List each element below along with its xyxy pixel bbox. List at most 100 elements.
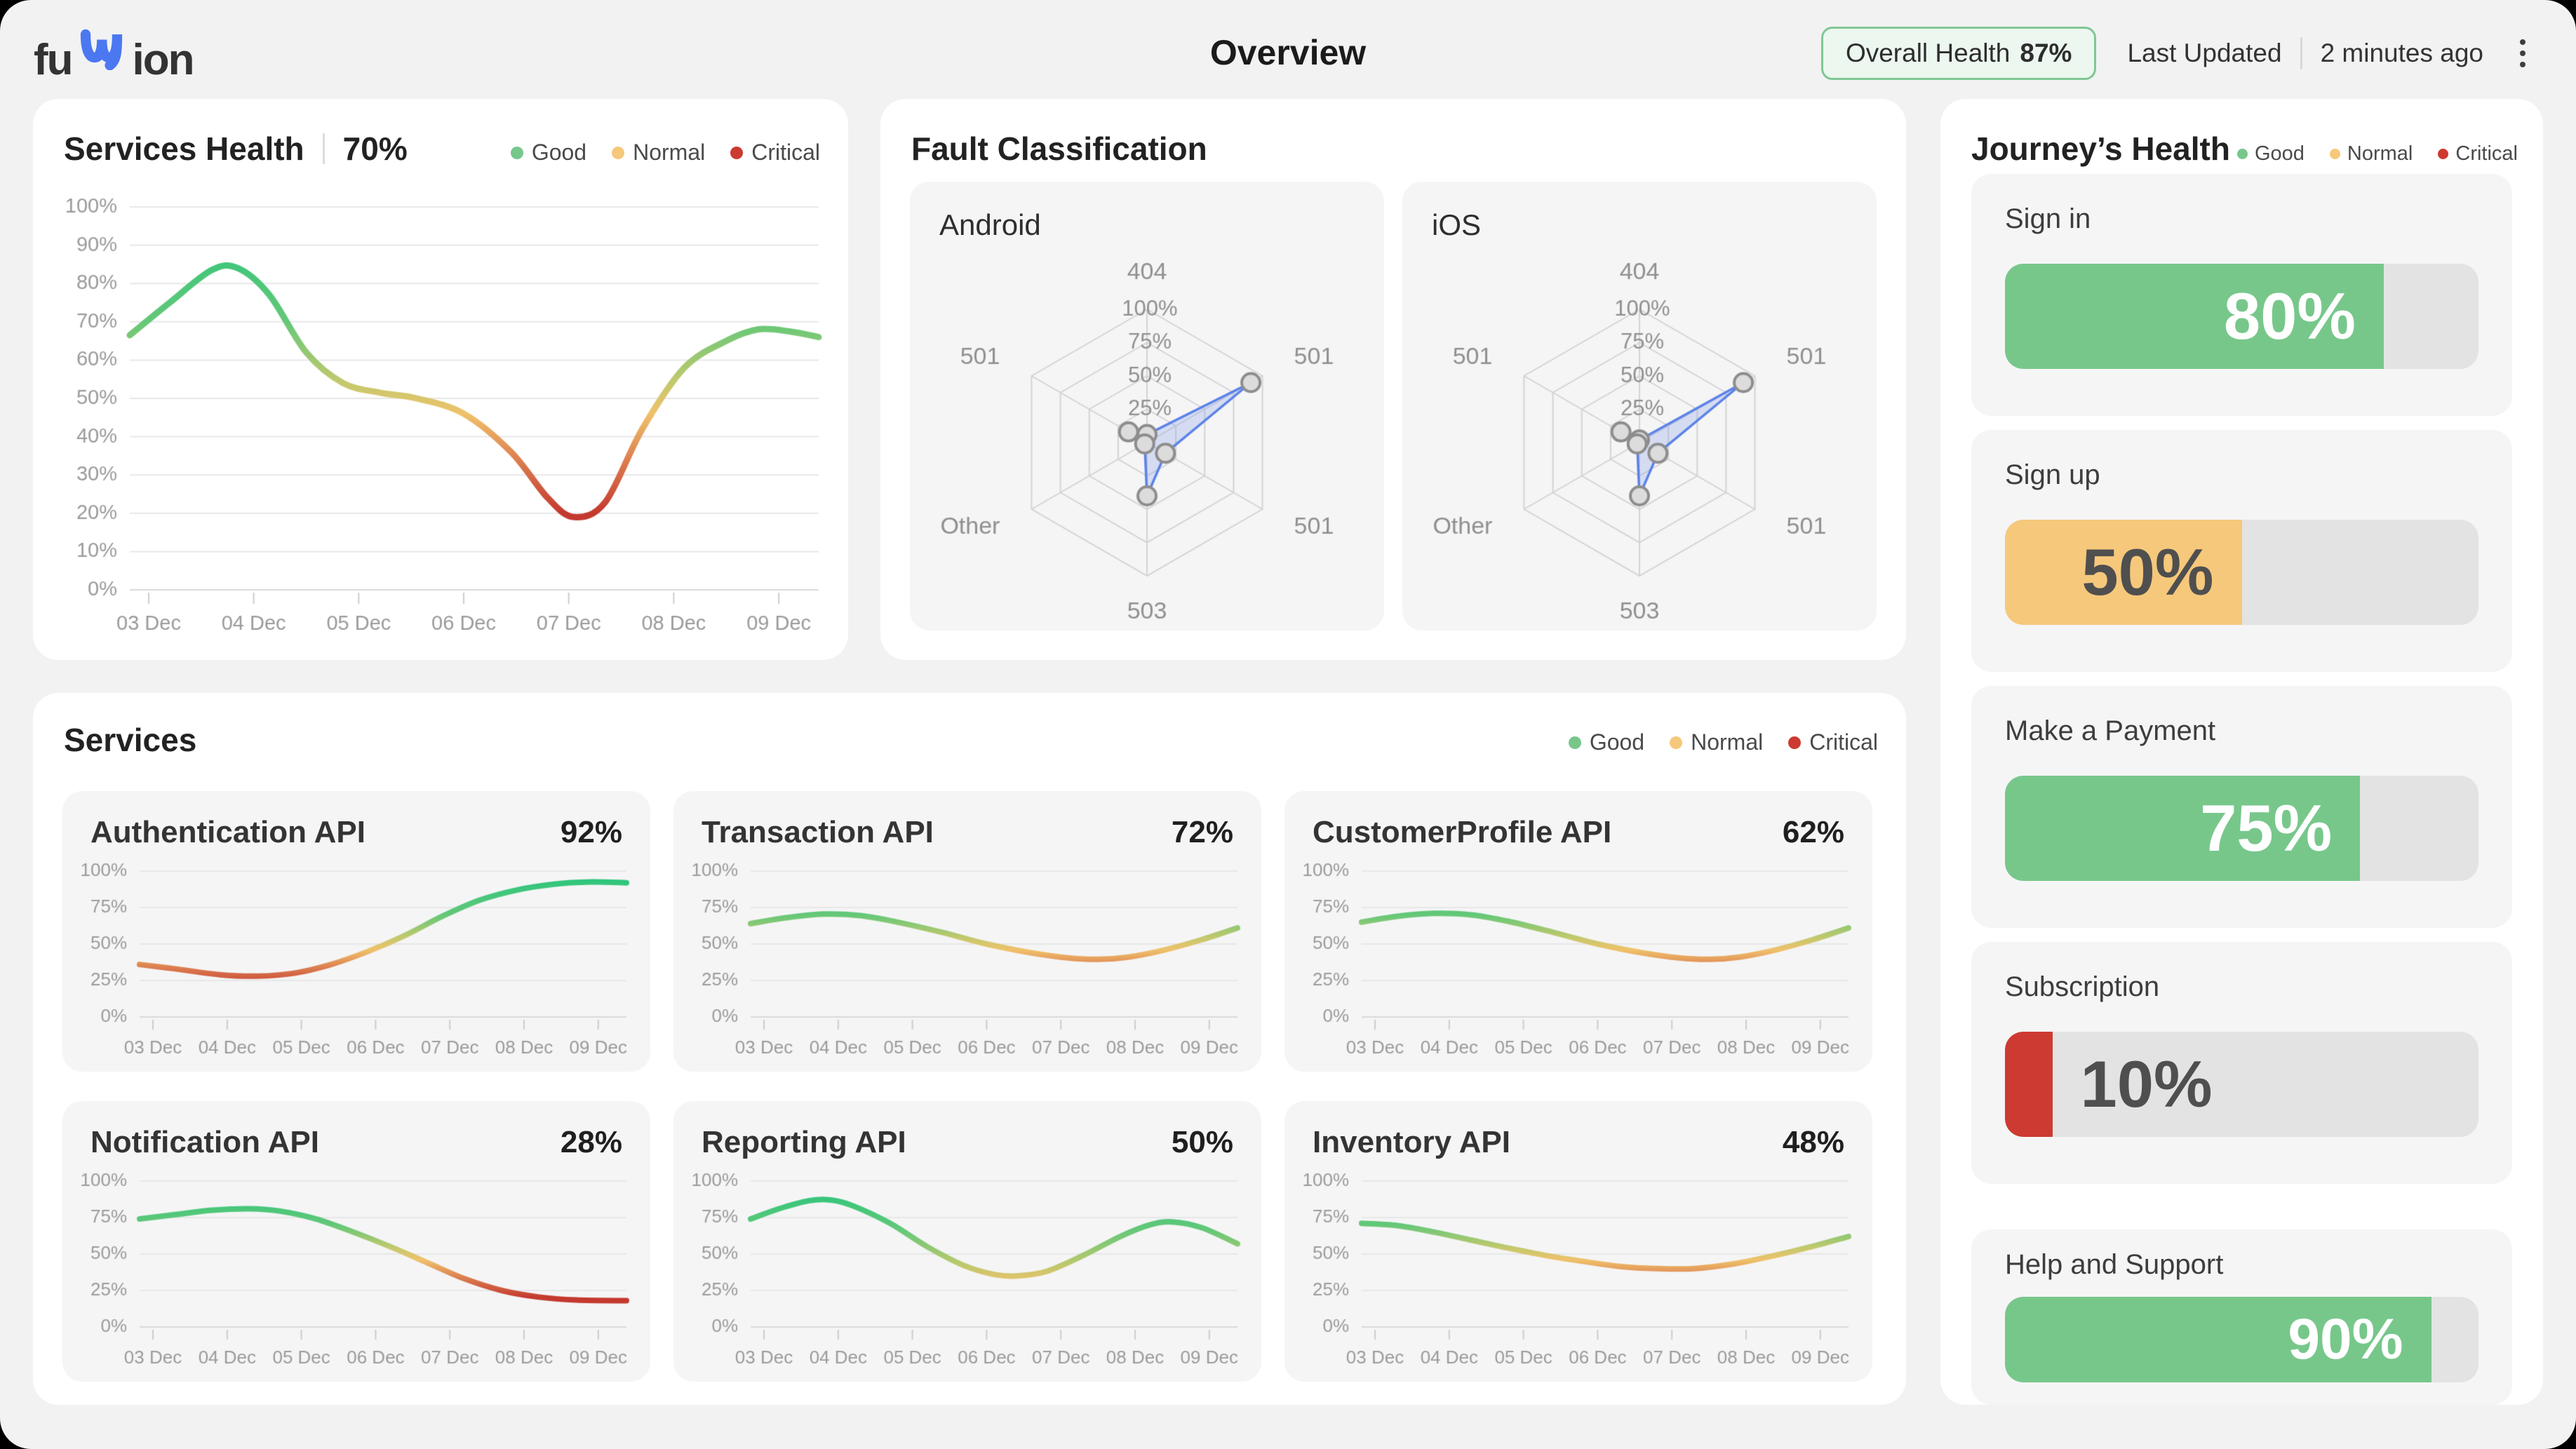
legend-normal: Normal (612, 140, 705, 166)
service-chart (683, 860, 1250, 1063)
more-options-icon[interactable] (2514, 34, 2531, 73)
ios-radar-chart (1402, 246, 1877, 631)
good-dot-icon (1568, 736, 1581, 749)
services-health-title: Services Health 70% (64, 130, 408, 167)
legend-good: Good (2236, 142, 2305, 166)
page-title: Overview (1209, 33, 1367, 72)
service-chart (1294, 1170, 1861, 1373)
progress-value: 50% (2081, 535, 2214, 609)
journey-label: Sign in (2005, 203, 2091, 234)
progress-fill (2005, 264, 2384, 369)
service-value: 48% (1782, 1125, 1844, 1159)
progress-fill (2005, 776, 2361, 881)
services-title: Services (64, 722, 197, 758)
overall-health-value: 87% (2020, 39, 2072, 67)
progress-value: 80% (2223, 279, 2356, 353)
service-name: Notification API (90, 1125, 319, 1159)
progress-value: 75% (2200, 791, 2333, 865)
logo-text-prefix: fu (34, 36, 74, 84)
journey-label: Sign up (2005, 459, 2100, 490)
fault-classification-title: Fault Classification (911, 130, 1207, 167)
android-card-title: Android (939, 208, 1041, 241)
android-radar-chart (910, 246, 1384, 631)
journey-card-make-a-payment: Make a Payment 75% (1971, 686, 2512, 928)
service-chart (1294, 860, 1861, 1063)
ios-fault-card: iOS (1402, 182, 1877, 631)
journeys-health-title: Journey’s Health (1971, 130, 2230, 167)
journey-card-sign-up: Sign up 50% (1971, 430, 2512, 672)
progress-value: 90% (2288, 1307, 2403, 1371)
service-name: CustomerProfile API (1313, 815, 1612, 849)
progress-value: 10% (2080, 1047, 2213, 1121)
service-chart (72, 860, 639, 1063)
service-name: Inventory API (1313, 1125, 1510, 1159)
critical-dot-icon (2438, 149, 2449, 159)
normal-dot-icon (612, 146, 625, 159)
service-name: Transaction API (702, 815, 934, 849)
service-card-authentication-api: Authentication API 92% (62, 791, 650, 1072)
logo-wave-icon (74, 28, 131, 85)
app-logo[interactable]: fu ion (34, 28, 195, 85)
legend: Good Normal Critical (1568, 729, 1878, 755)
legend-good: Good (1568, 729, 1644, 755)
divider (322, 133, 325, 164)
normal-dot-icon (1670, 736, 1683, 749)
progress-track: 50% (2005, 520, 2478, 625)
progress-fill (2005, 1297, 2431, 1382)
services-health-chart (51, 189, 830, 649)
journey-label: Help and Support (2005, 1249, 2224, 1280)
fault-classification-panel: Fault Classification Android iOS (880, 99, 1906, 660)
header-actions: Overall Health 87% Last Updated 2 minute… (1820, 27, 2531, 80)
progress-track: 80% (2005, 264, 2478, 369)
service-card-inventory-api: Inventory API 48% (1284, 1101, 1872, 1382)
progress-track: 75% (2005, 776, 2478, 881)
journey-label: Subscription (2005, 971, 2160, 1002)
legend-critical: Critical (730, 140, 820, 166)
services-health-value: 70% (342, 130, 408, 167)
service-chart (683, 1170, 1250, 1373)
logo-text-suffix: ion (132, 36, 195, 84)
normal-dot-icon (2329, 149, 2340, 159)
journey-card-sign-in: Sign in 80% (1971, 174, 2512, 416)
journey-label: Make a Payment (2005, 715, 2216, 746)
good-dot-icon (510, 146, 523, 159)
overall-health-badge[interactable]: Overall Health 87% (1820, 27, 2097, 80)
service-card-customerprofile-api: CustomerProfile API 62% (1284, 791, 1872, 1072)
service-value: 50% (1171, 1125, 1233, 1159)
divider (2300, 37, 2302, 69)
service-value: 72% (1171, 815, 1233, 849)
last-updated-label: Last Updated (2127, 39, 2282, 67)
progress-fill (2005, 1032, 2053, 1137)
progress-fill (2005, 520, 2242, 625)
legend: Good Normal Critical (2236, 142, 2518, 166)
services-panel: Services Good Normal Critical Authentica… (33, 693, 1906, 1405)
header: fu ion Overview Overall Health 87% Last … (0, 0, 2576, 105)
legend-normal: Normal (2329, 142, 2413, 166)
last-updated-value: 2 minutes ago (2320, 39, 2483, 67)
service-value: 28% (560, 1125, 622, 1159)
android-fault-card: Android (910, 182, 1384, 631)
good-dot-icon (2236, 149, 2248, 159)
progress-track: 90% (2005, 1297, 2478, 1382)
legend-normal: Normal (1670, 729, 1763, 755)
service-value: 92% (560, 815, 622, 849)
overall-health-label: Overall Health (1845, 39, 2011, 67)
services-health-panel: Services Health 70% Good Normal Critical (33, 99, 848, 660)
legend-critical: Critical (2438, 142, 2518, 166)
legend: Good Normal Critical (510, 140, 820, 166)
service-card-transaction-api: Transaction API 72% (673, 791, 1261, 1072)
service-chart (72, 1170, 639, 1373)
last-updated: Last Updated 2 minutes ago (2127, 37, 2483, 69)
critical-dot-icon (730, 146, 744, 159)
service-name: Reporting API (702, 1125, 906, 1159)
ios-card-title: iOS (1432, 208, 1482, 241)
progress-track: 10% (2005, 1032, 2478, 1137)
service-value: 62% (1782, 815, 1844, 849)
legend-good: Good (510, 140, 586, 166)
service-card-notification-api: Notification API 28% (62, 1101, 650, 1382)
service-card-reporting-api: Reporting API 50% (673, 1101, 1261, 1382)
journey-card-help-and-support: Help and Support 90% (1971, 1229, 2512, 1405)
journeys-health-panel: Journey’s Health Good Normal Critical Si… (1940, 99, 2543, 1405)
journey-card-subscription: Subscription 10% (1971, 942, 2512, 1184)
